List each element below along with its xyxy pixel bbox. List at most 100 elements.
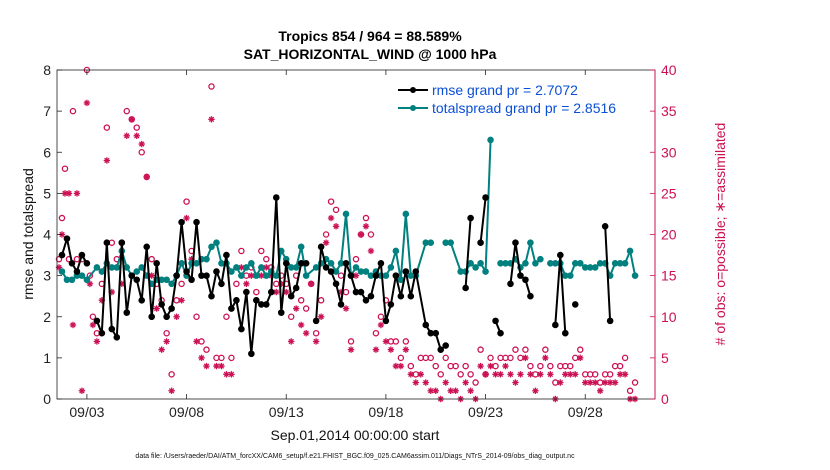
obs-assimilated-point [128,116,135,123]
obs-possible-point [512,346,519,353]
rmse-point [148,313,155,321]
obs-possible-point [86,272,94,279]
obs-assimilated-point [352,272,360,279]
obs-assimilated-point [542,354,549,362]
rmse-point [173,272,180,279]
obs-assimilated-point [78,387,86,394]
legend-rmse-label: rmse grand pr = 2.7072 [432,82,578,98]
y-tick-label-right: 15 [661,268,677,284]
obs-possible-point [472,379,479,386]
rmse-point [233,297,240,304]
spread-point [238,272,245,279]
obs-assimilated-point [133,132,140,139]
rmse-point [183,268,190,275]
obs-assimilated-point [532,387,539,394]
rmse-point [218,280,225,288]
rmse-point [337,301,345,308]
spread-point [297,243,305,251]
obs-possible-point [58,214,66,222]
rmse-point [347,272,355,279]
rmse-point [263,301,270,308]
y-tick-label-left: 3 [43,268,51,284]
rmse-point [527,292,534,300]
rmse-point [253,297,260,304]
rmse-point [327,268,335,275]
obs-assimilated-point [203,362,210,370]
rmse-point [287,292,295,300]
obs-assimilated-point [293,305,300,312]
obs-possible-point [522,346,529,353]
rmse-point [248,350,255,358]
obs-assimilated-point [502,362,509,370]
spread-point [402,210,410,218]
rmse-point [397,292,405,300]
obs-assimilated-point [327,214,335,222]
x-tick-label: 09/08 [169,404,204,420]
rmse-point [93,317,101,325]
spread-point [522,259,529,267]
rmse-point [193,218,200,226]
rmse-point [437,346,445,353]
obs-assimilated-point [482,371,489,378]
obs-possible-point [507,354,514,362]
obs-possible-point [297,297,305,304]
obs-possible-point [287,313,295,320]
rmse-point [382,317,390,325]
rmse-point [223,251,230,259]
obs-possible-point [407,362,415,370]
obs-assimilated-point [283,288,290,296]
spread-point [362,268,370,275]
spread-point [382,272,390,279]
y-tick-label-left: 2 [43,309,51,325]
obs-assimilated-point [402,346,410,353]
x-tick-label: 09/28 [568,404,603,420]
spread-point [352,264,360,271]
obs-possible-point [527,362,534,370]
obs-possible-point [457,371,464,378]
rmse-point [322,264,330,271]
rmse-point [367,292,375,300]
rmse-point [467,214,474,222]
obs-assimilated-point [163,338,170,345]
spread-point [203,255,210,263]
rmse-point [402,268,410,275]
spread-point [342,210,350,218]
obs-assimilated-point [367,247,375,255]
obs-assimilated-point [297,321,305,329]
obs-possible-point [352,255,360,263]
y-tick-label-left: 6 [43,144,51,160]
spread-point [472,264,479,271]
obs-possible-point [208,83,215,90]
obs-possible-point [55,255,63,263]
obs-assimilated-point [158,346,165,353]
spread-point [487,136,494,144]
rmse-point [512,239,519,247]
spread-point [123,264,131,271]
obs-assimilated-point [432,387,439,394]
rmse-point [68,259,76,267]
obs-assimilated-point [228,371,235,378]
rmse-point [317,243,325,251]
obs-possible-point [567,362,574,370]
obs-possible-point [123,107,131,115]
rmse-point [267,288,275,296]
rmse-point [108,325,116,333]
obs-possible-point [432,362,439,370]
spread-point [427,239,435,247]
obs-possible-point [547,362,554,370]
obs-possible-point [477,346,484,353]
obs-assimilated-point [93,338,101,345]
x-tick-label: 09/18 [368,404,403,420]
y-tick-label-left: 7 [43,103,51,119]
obs-assimilated-point [178,297,185,304]
obs-possible-point [103,124,111,131]
y-tick-label-right: 35 [661,103,677,119]
rmse-point [208,292,215,300]
rmse-point [442,342,450,349]
y-axis-label-left: rmse and totalspread [20,168,36,300]
spread-point [243,264,250,271]
obs-possible-point [606,371,614,378]
obs-possible-point [89,313,97,320]
obs-assimilated-point [263,264,270,271]
obs-assimilated-point [587,379,594,386]
